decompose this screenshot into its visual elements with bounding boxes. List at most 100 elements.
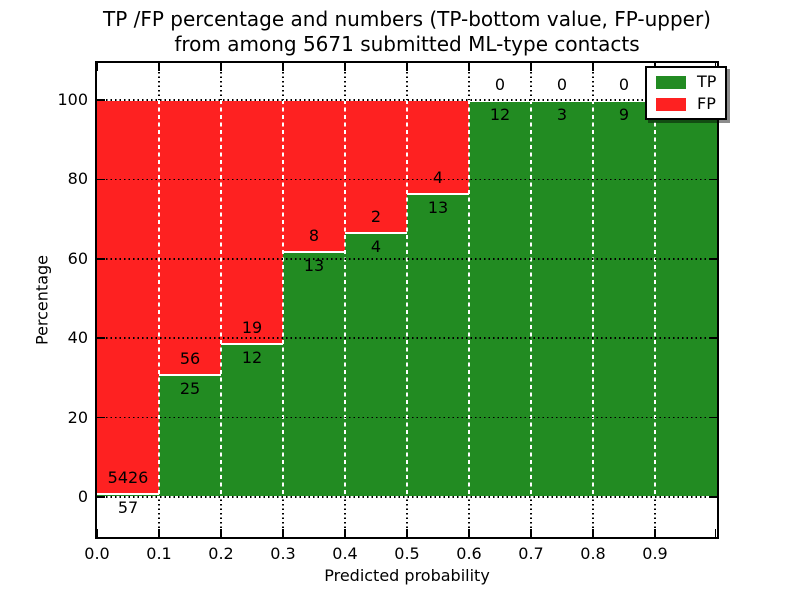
axis-tick-top: [406, 63, 408, 71]
x-tick-label: 0.0: [84, 544, 110, 563]
legend-entry-fp: FP: [656, 96, 716, 112]
axis-tick-top: [158, 63, 160, 71]
legend: TP FP: [645, 66, 728, 120]
axis-tick-bottom: [220, 529, 222, 537]
axis-tick-left: [97, 99, 105, 101]
tp-count-label: 25: [179, 379, 201, 399]
fp-count-label: 2: [370, 207, 382, 227]
chart-title-line1: TP /FP percentage and numbers (TP-bottom…: [103, 7, 711, 31]
bar-fp-segment: [283, 100, 345, 252]
fp-count-label: 5426: [107, 467, 149, 487]
legend-entry-tp: TP: [656, 74, 716, 90]
tp-count-label: 57: [117, 497, 139, 517]
axis-tick-right: [709, 258, 717, 260]
axis-tick-bottom: [592, 529, 594, 537]
axis-tick-right: [709, 416, 717, 419]
axis-tick-bottom: [96, 529, 98, 537]
bar-boundary-dash: [344, 100, 346, 497]
axis-tick-top: [344, 63, 346, 71]
gridline-horizontal: [97, 337, 717, 339]
bar-boundary-dash: [158, 100, 160, 497]
tp-count-label: 13: [303, 256, 325, 276]
bar-fp-segment: [159, 100, 221, 375]
x-tick-label: 0.8: [580, 544, 606, 563]
gridline-horizontal: [97, 258, 717, 260]
chart-title: TP /FP percentage and numbers (TP-bottom…: [97, 7, 717, 57]
bar-boundary-dash: [592, 100, 594, 497]
gridline-horizontal: [97, 496, 717, 498]
legend-label-tp: TP: [697, 72, 717, 91]
chart-title-line2: from among 5671 submitted ML-type contac…: [174, 32, 640, 56]
axis-tick-bottom: [158, 529, 160, 537]
y-tick-label: 20: [67, 407, 88, 427]
y-tick-label: 0: [77, 487, 88, 506]
axis-tick-bottom: [654, 529, 656, 537]
gridline-horizontal: [97, 416, 717, 419]
bar-tp-segment: [283, 251, 345, 497]
bar-fp-segment: [97, 100, 159, 493]
y-tick-label: 40: [67, 328, 88, 348]
axis-tick-right: [709, 496, 717, 498]
bar-boundary-dash: [654, 100, 656, 497]
plot-area: 5426575625191281324413012030908: [95, 61, 719, 539]
axis-tick-top: [592, 63, 594, 71]
bar-tp-segment: [469, 100, 531, 497]
bar-tp-segment: [345, 232, 407, 497]
bar-tp-segment: [655, 100, 717, 497]
gridline-horizontal: [97, 99, 717, 101]
x-tick-label: 0.3: [270, 544, 296, 563]
y-tick-label: 60: [67, 248, 88, 268]
bar-boundary-dash: [406, 100, 408, 497]
axis-tick-top: [282, 63, 284, 71]
bar-tp-segment: [221, 343, 283, 497]
x-tick-label: 0.1: [146, 544, 172, 563]
legend-swatch-fp: [656, 97, 686, 111]
gridline-horizontal: [97, 178, 717, 181]
x-axis-label: Predicted probability: [324, 566, 490, 585]
axis-tick-bottom: [468, 529, 470, 537]
axis-tick-top: [96, 63, 98, 71]
bar-boundary-dash: [220, 100, 222, 497]
tp-count-label: 9: [618, 105, 630, 124]
fp-count-label: 8: [308, 226, 320, 246]
axis-tick-left: [97, 496, 105, 498]
bar-tp-segment: [593, 100, 655, 497]
x-tick-label: 0.6: [456, 544, 482, 563]
tp-count-label: 13: [427, 198, 449, 218]
fp-count-label: 56: [179, 349, 201, 369]
axis-tick-bottom: [282, 529, 284, 537]
axis-tick-left: [97, 416, 105, 419]
bar-boundary-dash: [282, 100, 284, 497]
fp-count-label: 19: [241, 318, 263, 338]
axis-tick-left: [97, 337, 105, 339]
legend-label-fp: FP: [697, 94, 716, 113]
axis-tick-bottom: [530, 529, 532, 537]
bar-tp-segment: [159, 374, 221, 497]
fp-count-label: 0: [618, 75, 630, 94]
bar-tp-segment: [531, 100, 593, 497]
axis-tick-bottom: [344, 529, 346, 537]
y-tick-label: 80: [67, 169, 88, 189]
axis-tick-top: [530, 63, 532, 71]
x-tick-label: 0.5: [394, 544, 420, 563]
fp-count-label: 0: [494, 75, 506, 94]
bar-boundary-dash: [530, 100, 532, 497]
tp-count-label: 3: [556, 105, 568, 124]
x-tick-label: 0.9: [642, 544, 668, 563]
bar-fp-segment: [345, 100, 407, 233]
axis-tick-left: [97, 178, 105, 181]
tp-count-label: 12: [241, 348, 263, 368]
x-tick-label: 0.4: [332, 544, 358, 563]
x-tick-label: 0.2: [208, 544, 234, 563]
axis-tick-left: [97, 258, 105, 260]
axis-tick-bottom: [406, 529, 408, 537]
bar-boundary-dash: [468, 100, 470, 497]
y-tick-label: 100: [57, 90, 88, 109]
tp-count-label: 12: [489, 105, 511, 124]
axis-tick-top: [468, 63, 470, 71]
fp-count-label: 0: [556, 75, 568, 94]
fp-count-label: 4: [432, 168, 444, 188]
tp-count-label: 4: [370, 237, 382, 257]
axis-tick-top: [220, 63, 222, 71]
